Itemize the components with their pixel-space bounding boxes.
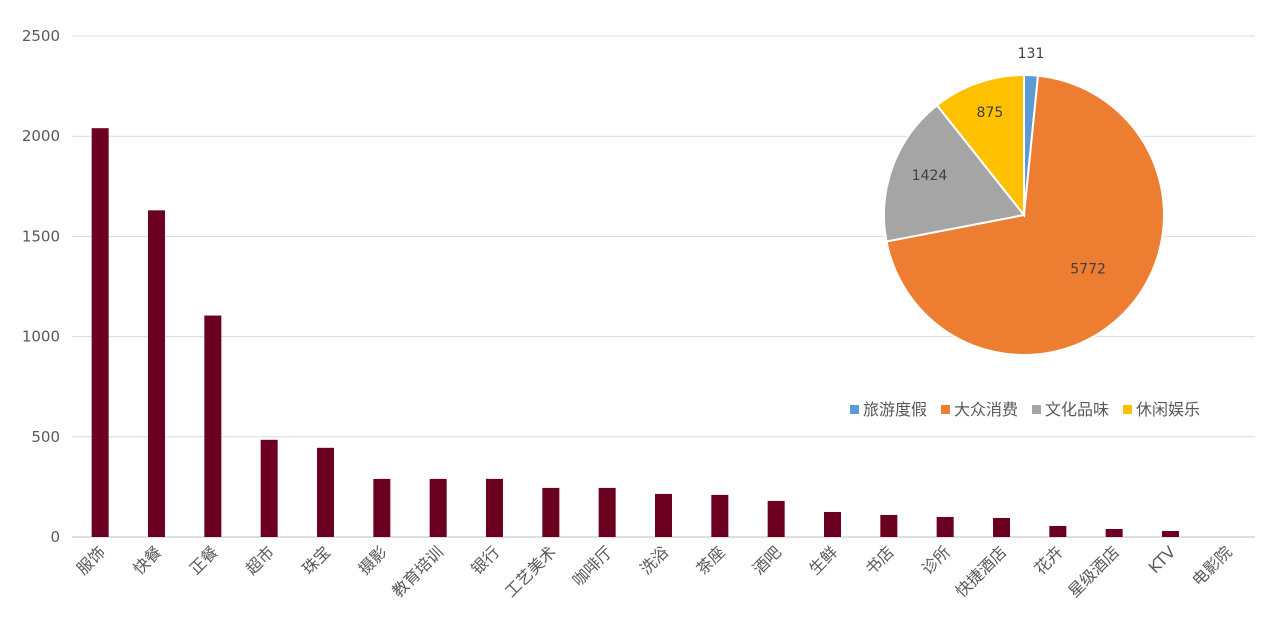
bar: [204, 315, 222, 537]
y-tick-label: 0: [50, 528, 60, 546]
x-category-label: 工艺美术: [501, 542, 560, 601]
x-category-label: 超市: [242, 542, 278, 578]
bar: [993, 517, 1010, 537]
y-tick-label: 2500: [22, 27, 60, 45]
y-tick-label: 2000: [22, 127, 60, 145]
bar: [655, 493, 672, 537]
bar: [1105, 528, 1123, 537]
bar: [1049, 525, 1067, 537]
y-tick-label: 1500: [22, 227, 60, 245]
x-category-label: 摄影: [355, 542, 391, 578]
bar: [260, 439, 278, 537]
bar: [1162, 530, 1179, 537]
x-category-label: 银行: [467, 542, 503, 578]
y-tick-label: 1000: [22, 328, 60, 346]
bar: [373, 478, 391, 537]
x-category-label: 电影院: [1188, 542, 1235, 589]
bar: [936, 516, 954, 537]
bar: [542, 487, 560, 537]
x-category-label: 服饰: [73, 542, 109, 578]
bar: [317, 447, 334, 537]
y-axis-ticks: 0 500 1000 1500 2000 2500: [22, 27, 60, 546]
bar: [148, 210, 165, 537]
x-category-label: KTV: [1145, 542, 1180, 577]
bar: [486, 478, 503, 537]
pie-slice: [883, 103, 1026, 243]
bar-series: [91, 128, 1179, 537]
pie-data-label: 131: [1018, 46, 1045, 62]
bar: [91, 128, 109, 537]
x-category-label: 书店: [862, 542, 898, 578]
x-category-label: 洗浴: [636, 542, 672, 578]
x-category-label: 正餐: [186, 542, 222, 578]
x-category-label: 诊所: [918, 542, 954, 578]
pie-data-label: 1424: [912, 168, 948, 184]
pie-data-labels: 131 5772 1424 875: [912, 46, 1106, 278]
x-category-label: 星级酒店: [1064, 542, 1123, 601]
bar: [711, 494, 729, 537]
pie-data-label: 875: [977, 105, 1004, 121]
legend-swatch: [941, 405, 950, 414]
x-category-label: 快餐: [129, 542, 165, 578]
x-category-label: 快捷酒店: [952, 542, 1011, 601]
bar: [824, 511, 841, 537]
pie-data-label: 5772: [1070, 262, 1106, 278]
bar: [880, 514, 898, 537]
x-category-label: 茶座: [693, 542, 729, 578]
legend-label: 大众消费: [954, 400, 1018, 419]
x-category-label: 珠宝: [298, 542, 334, 578]
x-category-label: 花卉: [1031, 542, 1067, 578]
x-category-label: 生鲜: [805, 542, 841, 578]
y-tick-label: 500: [31, 428, 60, 446]
x-category-label: 酒吧: [749, 542, 785, 578]
bar: [429, 478, 447, 537]
legend-swatch: [1032, 405, 1041, 414]
legend-label: 旅游度假: [863, 400, 927, 419]
pie-legend: 旅游度假 大众消费 文化品味 休闲娱乐: [850, 400, 1200, 419]
legend-label: 文化品味: [1045, 400, 1109, 419]
bar: [767, 500, 785, 537]
x-category-label: 咖啡厅: [569, 542, 616, 589]
pie-slice: [935, 73, 1025, 218]
legend-swatch: [1123, 405, 1132, 414]
legend-swatch: [850, 405, 859, 414]
pie-chart: [883, 73, 1165, 356]
x-category-label: 教育培训: [388, 542, 447, 601]
bar: [598, 487, 616, 537]
legend-label: 休闲娱乐: [1136, 400, 1200, 419]
